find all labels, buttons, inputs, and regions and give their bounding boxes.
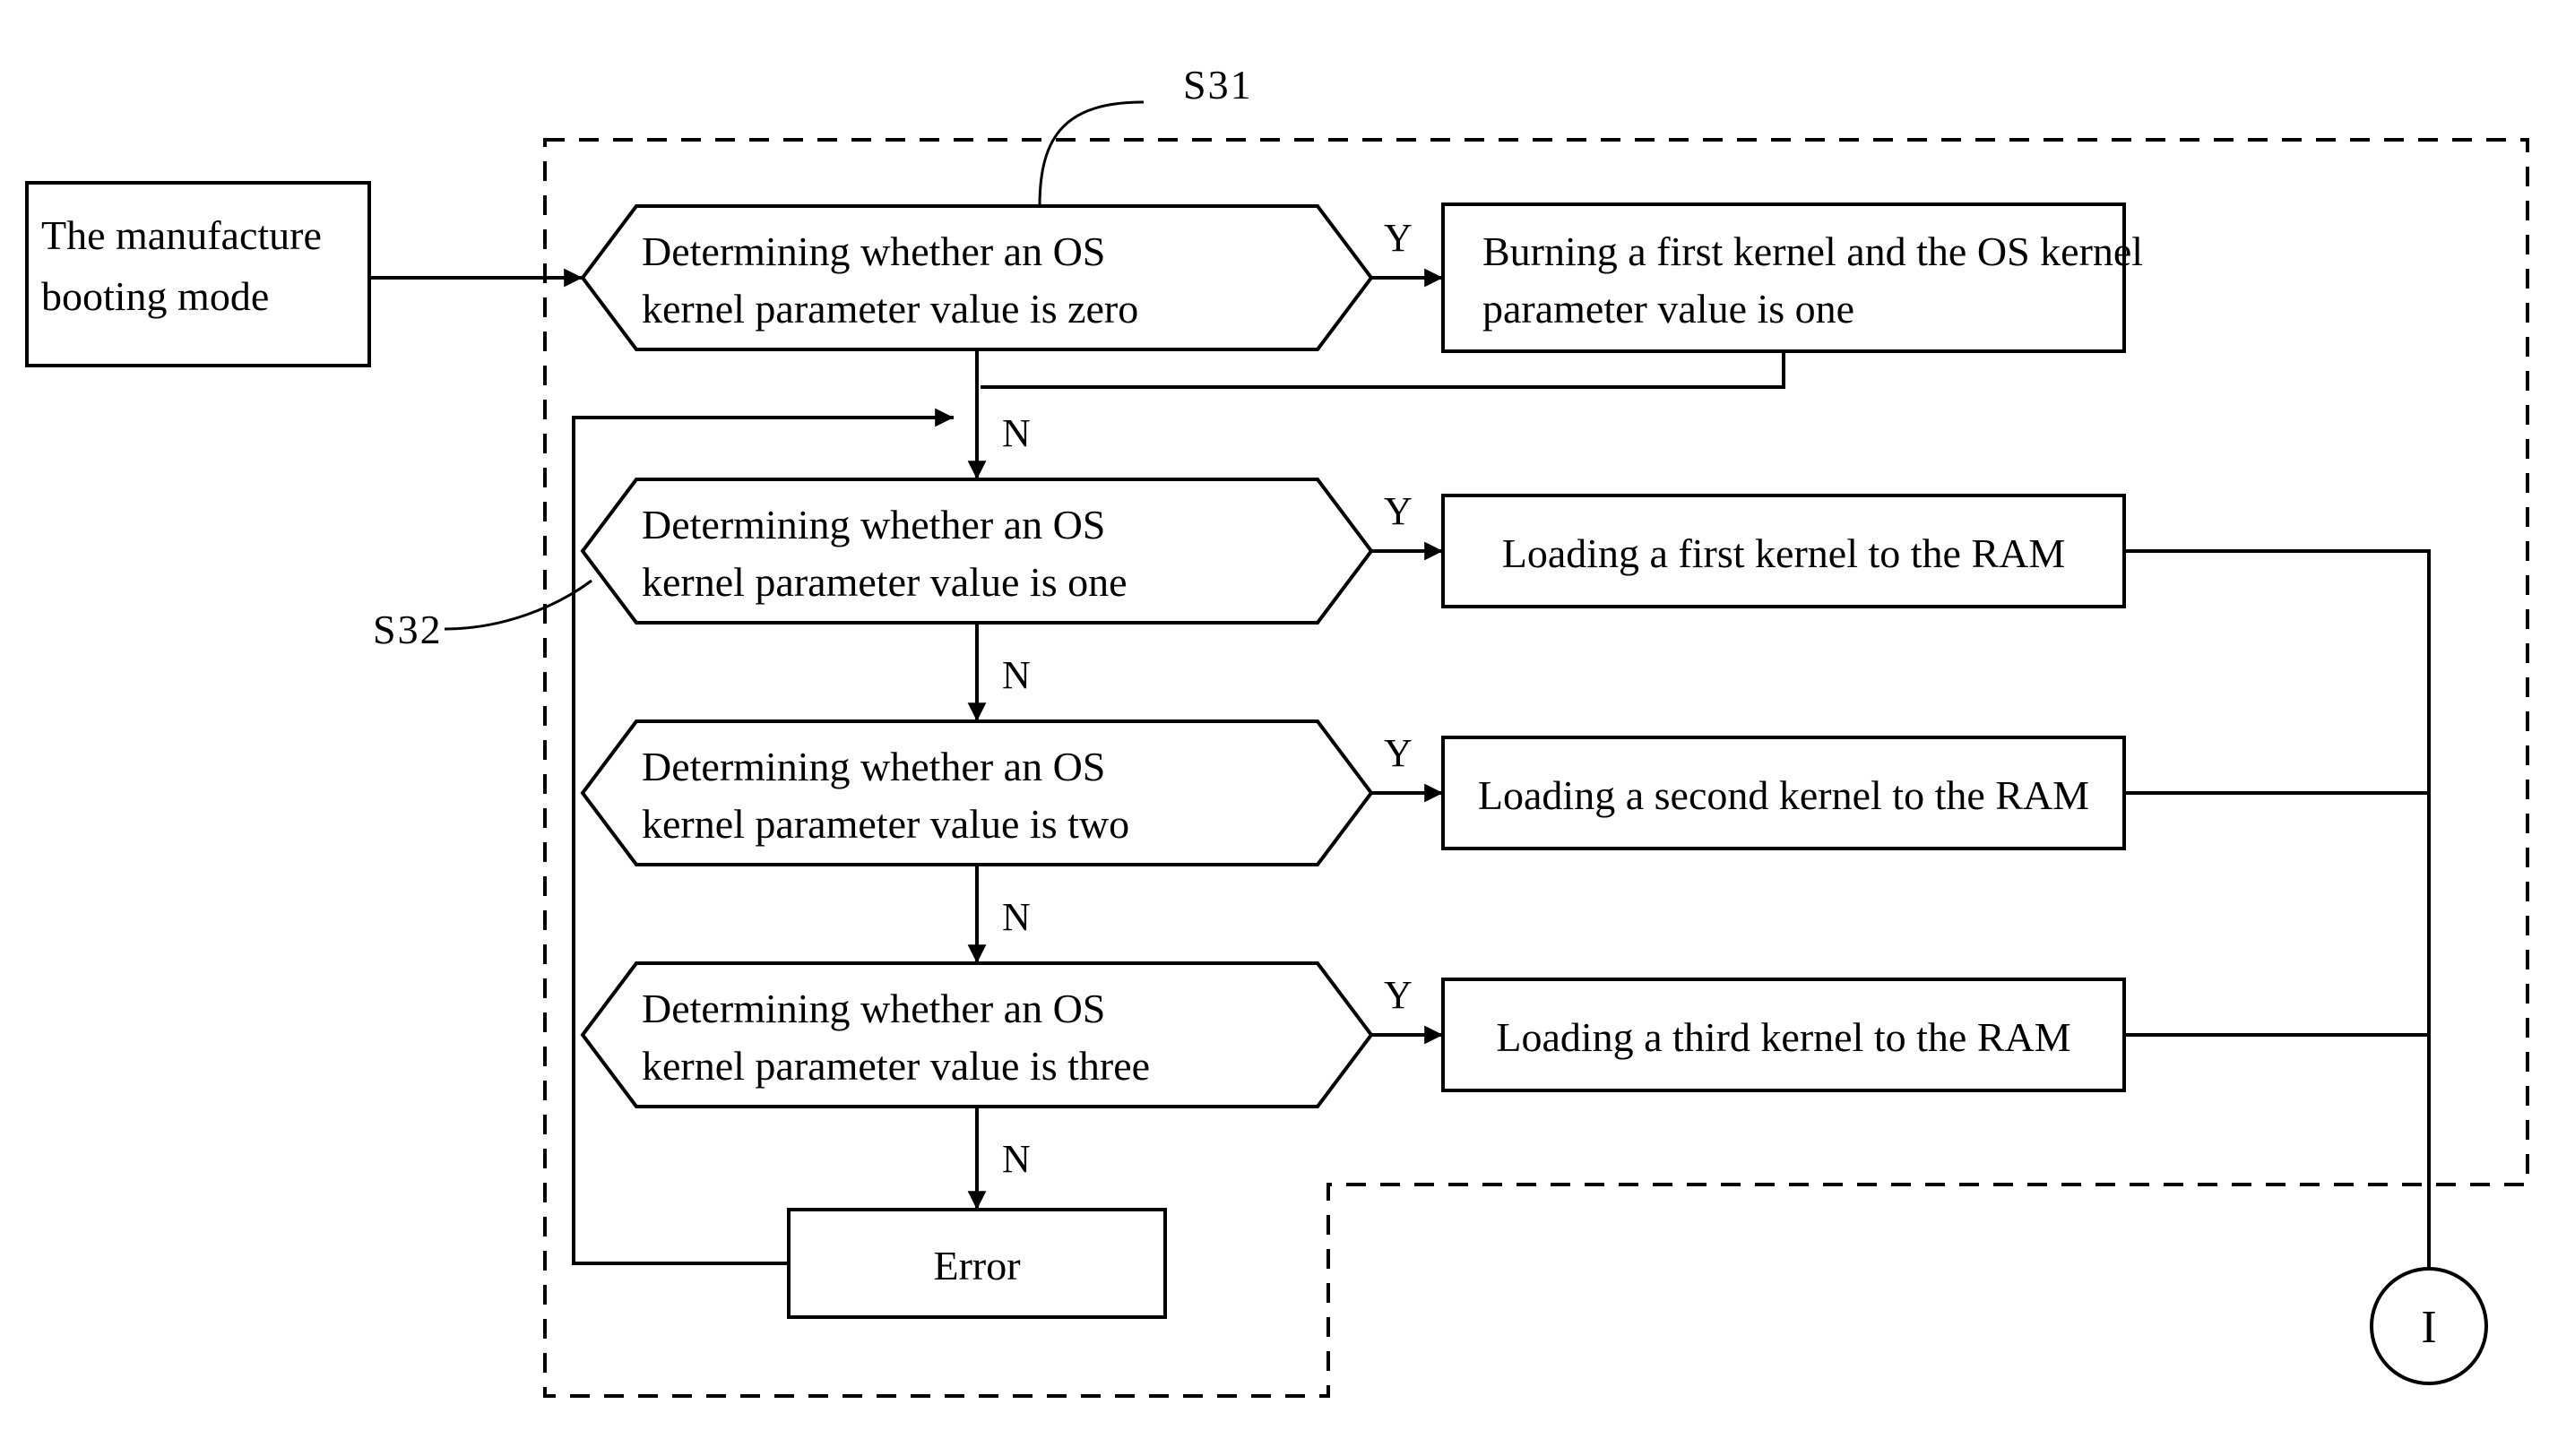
svg-text:Loading a first kernel to the: Loading a first kernel to the RAM xyxy=(1502,530,2066,576)
edge-label-6: Y xyxy=(1384,731,1413,775)
edge-label-8: Y xyxy=(1384,973,1413,1017)
svg-text:Loading a second kernel to the: Loading a second kernel to the RAM xyxy=(1478,772,2089,818)
s31-leader xyxy=(1040,102,1144,206)
svg-text:Determining whether an OS: Determining whether an OS xyxy=(642,744,1105,789)
svg-text:Determining whether an OS: Determining whether an OS xyxy=(642,986,1105,1031)
svg-text:The manufacture: The manufacture xyxy=(41,212,322,258)
edge-11 xyxy=(2124,551,2429,1269)
svg-text:kernel parameter value is two: kernel parameter value is two xyxy=(642,801,1129,847)
edge-label-9: N xyxy=(1002,1137,1031,1181)
connector-label: I xyxy=(2421,1302,2436,1353)
s32-leader xyxy=(445,581,592,629)
svg-text:kernel parameter value is zero: kernel parameter value is zero xyxy=(642,286,1138,332)
svg-text:booting mode: booting mode xyxy=(41,273,269,319)
flowchart-svg: The manufacture booting mode Determining w… xyxy=(0,0,2575,1456)
s31-label: S31 xyxy=(1183,62,1253,108)
svg-text:kernel parameter value is one: kernel parameter value is one xyxy=(642,559,1128,605)
edge-label-1: Y xyxy=(1384,216,1413,260)
edge-2 xyxy=(981,351,1784,387)
svg-text:kernel parameter value is thre: kernel parameter value is three xyxy=(642,1043,1150,1089)
svg-text:Determining whether an OS: Determining whether an OS xyxy=(642,228,1105,274)
edge-label-3: N xyxy=(1002,411,1031,455)
svg-text:Error: Error xyxy=(933,1243,1020,1288)
s32-label: S32 xyxy=(373,607,443,652)
edge-label-7: N xyxy=(1002,895,1031,939)
svg-text:parameter value is one: parameter value is one xyxy=(1482,286,1854,332)
svg-text:Loading a third kernel to the: Loading a third kernel to the RAM xyxy=(1496,1014,2070,1060)
svg-text:Burning a first kernel and the: Burning a first kernel and the OS kernel xyxy=(1482,228,2143,274)
edge-label-4: Y xyxy=(1384,489,1413,533)
svg-text:Determining whether an OS: Determining whether an OS xyxy=(642,502,1105,547)
edge-label-5: N xyxy=(1002,653,1031,697)
